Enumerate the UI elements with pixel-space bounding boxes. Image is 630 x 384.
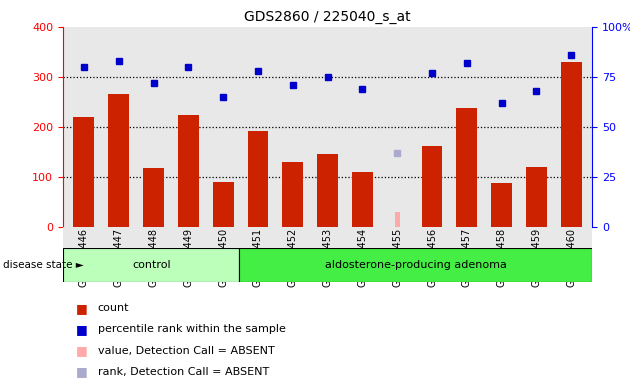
Text: GSM211460: GSM211460 [566,228,576,286]
Bar [74,117,94,227]
Text: GSM211446: GSM211446 [79,228,89,286]
Text: GSM211447: GSM211447 [113,228,123,287]
Bar [352,172,373,227]
Title: GDS2860 / 225040_s_at: GDS2860 / 225040_s_at [244,10,411,25]
Text: GSM211459: GSM211459 [532,228,542,287]
Text: GSM211453: GSM211453 [323,228,333,287]
Bar [394,212,400,227]
Bar [421,146,442,227]
Bar [317,154,338,227]
Bar [178,115,199,227]
Text: percentile rank within the sample: percentile rank within the sample [98,324,285,334]
Bar [561,62,581,227]
Bar [108,94,129,227]
Text: GSM211455: GSM211455 [392,228,402,287]
Text: GSM211457: GSM211457 [462,228,472,287]
Text: ■: ■ [76,302,88,315]
Text: ■: ■ [76,323,88,336]
Text: GSM211458: GSM211458 [496,228,507,287]
Text: aldosterone-producing adenoma: aldosterone-producing adenoma [325,260,507,270]
Text: GSM211449: GSM211449 [183,228,193,286]
Bar [63,248,239,282]
Bar [143,168,164,227]
Text: GSM211456: GSM211456 [427,228,437,287]
Bar [248,131,268,227]
Text: GSM211450: GSM211450 [218,228,228,287]
Bar [239,248,592,282]
Text: GSM211451: GSM211451 [253,228,263,287]
Text: count: count [98,303,129,313]
Text: control: control [132,260,171,270]
Text: GSM211454: GSM211454 [357,228,367,287]
Bar [282,162,303,227]
Text: disease state ►: disease state ► [3,260,84,270]
Text: GSM211452: GSM211452 [288,228,298,287]
Text: GSM211448: GSM211448 [149,228,159,286]
Bar [526,167,547,227]
Bar [456,108,478,227]
Text: value, Detection Call = ABSENT: value, Detection Call = ABSENT [98,346,275,356]
Text: rank, Detection Call = ABSENT: rank, Detection Call = ABSENT [98,367,269,377]
Text: ■: ■ [76,365,88,378]
Bar [213,182,234,227]
Bar [491,183,512,227]
Text: ■: ■ [76,344,88,357]
